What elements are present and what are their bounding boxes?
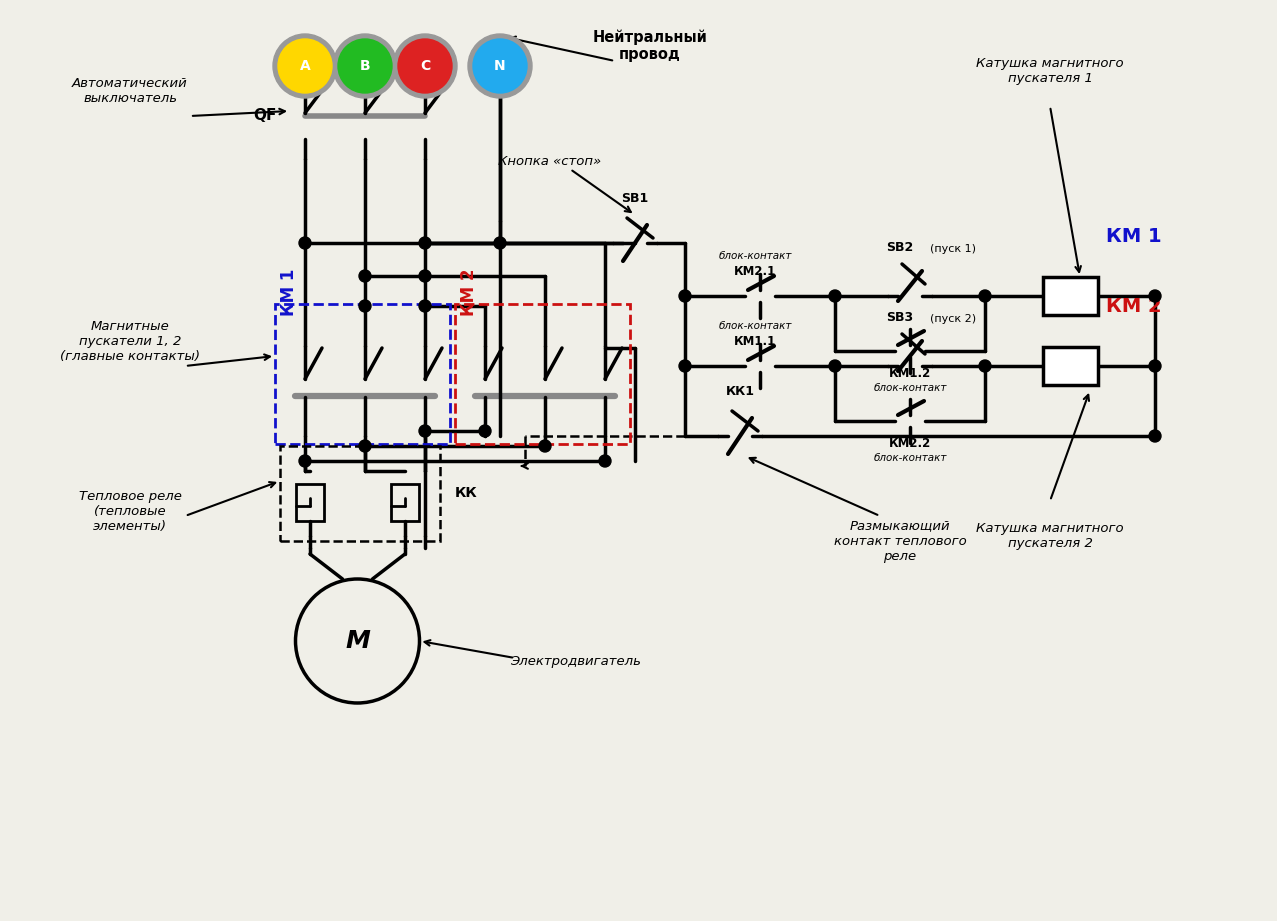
Circle shape: [299, 455, 312, 467]
Text: Тепловое реле
(тепловые
элементы): Тепловое реле (тепловые элементы): [79, 489, 181, 532]
Text: КМ 2: КМ 2: [1106, 297, 1161, 316]
Bar: [296, 484, 324, 521]
Text: Катушка магнитного
пускателя 1: Катушка магнитного пускателя 1: [976, 57, 1124, 85]
Circle shape: [419, 270, 432, 282]
Text: C: C: [420, 59, 430, 73]
Text: N: N: [494, 59, 506, 73]
Text: КМ1.1: КМ1.1: [734, 335, 776, 348]
Circle shape: [1149, 430, 1161, 442]
Text: Кнопка «стоп»: Кнопка «стоп»: [498, 155, 601, 168]
Text: Размыкающий
контакт теплового
реле: Размыкающий контакт теплового реле: [834, 519, 967, 563]
Circle shape: [398, 39, 452, 93]
Circle shape: [359, 270, 372, 282]
Circle shape: [829, 360, 842, 372]
Text: SB1: SB1: [622, 192, 649, 205]
Text: SB3: SB3: [886, 311, 913, 324]
Circle shape: [979, 360, 991, 372]
Circle shape: [419, 300, 432, 312]
Circle shape: [338, 39, 392, 93]
Circle shape: [599, 455, 610, 467]
Text: B: B: [360, 59, 370, 73]
Text: QF: QF: [254, 109, 277, 123]
Text: М: М: [345, 629, 370, 653]
Text: КК: КК: [455, 486, 478, 500]
Circle shape: [679, 360, 691, 372]
Text: КМ1.2: КМ1.2: [889, 367, 931, 380]
Text: (пуск 1): (пуск 1): [930, 244, 976, 254]
Text: блок-контакт: блок-контакт: [718, 321, 792, 331]
Text: КМ2.2: КМ2.2: [889, 437, 931, 450]
Text: (пуск 2): (пуск 2): [930, 314, 976, 324]
Text: блок-контакт: блок-контакт: [873, 453, 946, 463]
Circle shape: [419, 237, 432, 249]
Circle shape: [479, 425, 490, 437]
Circle shape: [359, 440, 372, 452]
Text: блок-контакт: блок-контакт: [873, 383, 946, 393]
Bar: [1042, 347, 1097, 385]
Text: Нейтральный
провод: Нейтральный провод: [593, 29, 707, 63]
Bar: [280, 446, 441, 541]
Bar: [275, 304, 450, 444]
Text: КМ 2: КМ 2: [460, 269, 478, 316]
Circle shape: [278, 39, 332, 93]
Circle shape: [333, 34, 397, 98]
Text: Электродвигатель: Электродвигатель: [510, 655, 641, 668]
Bar: [455, 304, 630, 444]
Text: A: A: [300, 59, 310, 73]
Bar: [391, 484, 419, 521]
Text: КМ 1: КМ 1: [1106, 227, 1161, 246]
Circle shape: [829, 290, 842, 302]
Circle shape: [979, 290, 991, 302]
Text: Магнитные
пускатели 1, 2
(главные контакты): Магнитные пускатели 1, 2 (главные контак…: [60, 320, 200, 363]
Circle shape: [679, 290, 691, 302]
Circle shape: [1149, 360, 1161, 372]
Circle shape: [494, 237, 506, 249]
Text: блок-контакт: блок-контакт: [718, 251, 792, 261]
Circle shape: [1149, 290, 1161, 302]
Circle shape: [299, 237, 312, 249]
Text: Катушка магнитного
пускателя 2: Катушка магнитного пускателя 2: [976, 522, 1124, 550]
Text: КМ 1: КМ 1: [280, 269, 298, 316]
Text: SB2: SB2: [886, 241, 913, 254]
Circle shape: [359, 300, 372, 312]
Text: Автоматический
выключатель: Автоматический выключатель: [72, 77, 188, 105]
Circle shape: [472, 39, 527, 93]
Bar: [1042, 277, 1097, 315]
Text: КК1: КК1: [725, 385, 755, 398]
Text: КМ2.1: КМ2.1: [734, 265, 776, 278]
Circle shape: [273, 34, 337, 98]
Circle shape: [419, 425, 432, 437]
Circle shape: [467, 34, 533, 98]
Circle shape: [393, 34, 457, 98]
Circle shape: [539, 440, 550, 452]
